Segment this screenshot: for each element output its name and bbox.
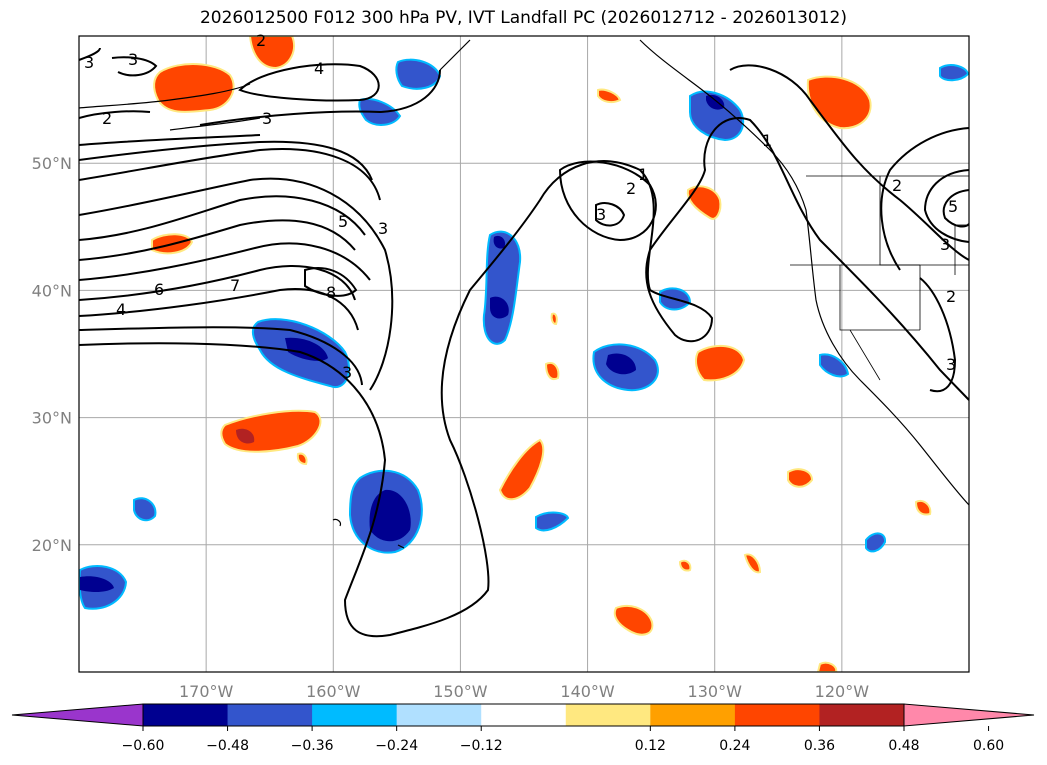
colorbar-tick-label: −0.24 [375, 738, 418, 754]
colorbar-segment [481, 704, 567, 726]
longitude-tick-label: 120°W [815, 682, 870, 701]
latitude-labels: 50°N 40°N 30°N 20°N [32, 154, 72, 555]
latitude-tick-label: 30°N [32, 409, 72, 428]
contour-label: 1 [762, 131, 772, 150]
longitude-tick-label: 130°W [688, 682, 743, 701]
contour-label: 7 [230, 276, 240, 295]
contour-label: 5 [948, 197, 958, 216]
contour-label: 2 [626, 179, 636, 198]
longitude-tick-label: 170°W [179, 682, 234, 701]
contour-label: 6 [154, 280, 164, 299]
colorbar-frame [142, 703, 905, 727]
contour-label: 3 [342, 363, 352, 382]
pv-contour-labels: 3 3 4 2 3 2 5 3 7 8 6 4 3 3 2 1 1 2 5 3 … [84, 31, 958, 382]
contour-label: 3 [378, 219, 388, 238]
colorbar-tick-label: −0.36 [291, 738, 334, 754]
contour-label: 4 [314, 59, 324, 78]
colorbar-tick-label: −0.12 [460, 738, 503, 754]
contour-label: 4 [116, 300, 126, 319]
contour-label: 3 [128, 50, 138, 69]
contour-label: 8 [326, 283, 336, 302]
colorbar-segment [650, 704, 736, 726]
colorbar-segment [143, 704, 229, 726]
longitude-tick-label: 160°W [306, 682, 361, 701]
colorbar-tick-label: 0.60 [973, 738, 1004, 754]
contour-label: 2 [256, 31, 266, 50]
pv-contours [79, 47, 969, 638]
political-boundaries [790, 175, 969, 381]
colorbar-tick-label: 0.24 [719, 738, 750, 754]
contour-label: 3 [946, 355, 956, 374]
contour-label: 3 [84, 53, 94, 72]
colorbar-segment [565, 704, 651, 726]
longitude-tick-label: 140°W [560, 682, 615, 701]
colorbar-tick-label: 0.36 [804, 738, 835, 754]
contour-label: 3 [596, 205, 606, 224]
chart-title: 2026012500 F012 300 hPa PV, IVT Landfall… [199, 8, 847, 28]
longitude-tick-label: 150°W [433, 682, 488, 701]
negative-anomaly-region [79, 58, 969, 610]
colorbar: −0.60 −0.48 −0.36 −0.24 −0.12 0.12 0.24 0.36 0.4… [11, 703, 1035, 754]
longitude-labels: 170°W 160°W 150°W 140°W 130°W 120°W [179, 682, 869, 701]
latitude-tick-label: 20°N [32, 536, 72, 555]
contour-label: 3 [940, 235, 950, 254]
contour-label: 5 [338, 212, 348, 231]
colorbar-segment [312, 704, 398, 726]
colorbar-segment [819, 704, 905, 726]
colorbar-tick-label: 0.48 [888, 738, 919, 754]
map-area[interactable] [79, 36, 969, 672]
contour-label: 2 [892, 176, 902, 195]
colorbar-segment [396, 704, 482, 726]
colorbar-segment [734, 704, 820, 726]
contour-label: 1 [638, 165, 648, 184]
latitude-tick-label: 50°N [32, 154, 72, 173]
colorbar-extend-min [11, 703, 144, 727]
coastline [79, 39, 969, 549]
map-border [78, 35, 970, 673]
colorbar-tick-label: −0.48 [206, 738, 249, 754]
contour-label: 2 [946, 287, 956, 306]
contour-label: 2 [102, 109, 112, 128]
colorbar-tick-label: 0.12 [635, 738, 666, 754]
colorbar-tick-label: −0.60 [122, 738, 165, 754]
colorbar-segment [227, 704, 313, 726]
contour-label: 3 [262, 109, 272, 128]
latitude-tick-label: 40°N [32, 281, 72, 300]
colorbar-extend-max [903, 703, 1035, 727]
